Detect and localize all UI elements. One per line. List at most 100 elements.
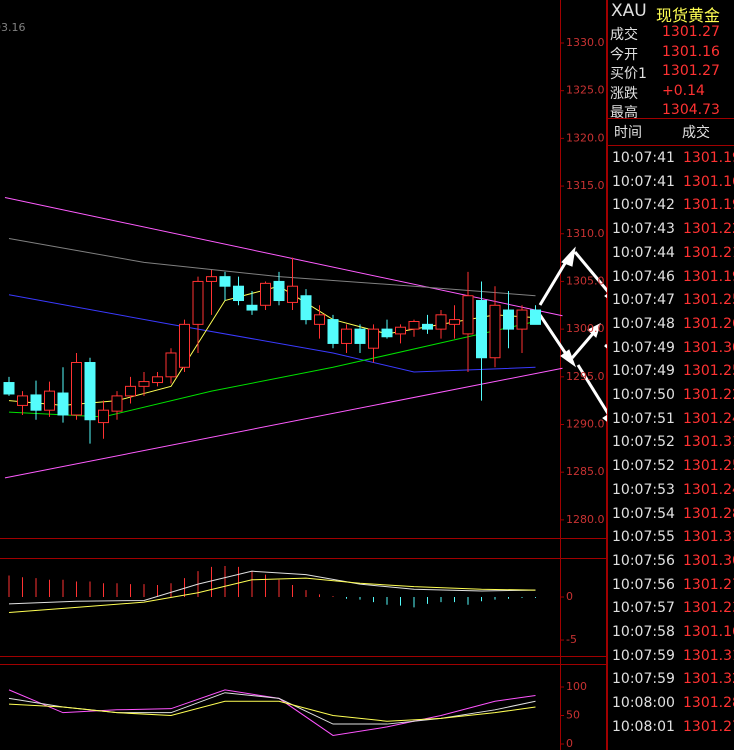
- tick-time: 10:07:50: [612, 387, 675, 403]
- indicator-line: [8, 689, 536, 736]
- candle-body: [30, 394, 42, 411]
- tick-time: 10:07:52: [612, 434, 675, 451]
- quote-label: 成交: [610, 27, 638, 43]
- column-header: 成交: [682, 125, 710, 141]
- candle-body: [246, 304, 258, 311]
- tick-time: 10:07:49: [612, 339, 675, 356]
- column-header: 时间: [614, 125, 642, 141]
- quote-panel: XAU 现货黄金 成交 1301.27 今开 1301.16 买价1 1301.27 涨跌 +0.…: [607, 0, 734, 750]
- y-tick-label: 50: [566, 709, 580, 722]
- candle-body: [273, 280, 285, 302]
- candle-body: [476, 300, 487, 359]
- quote-value: 1304.73: [662, 102, 720, 118]
- tick-time: 10:07:55: [612, 529, 675, 546]
- tick-time: 10:07:42: [612, 197, 675, 214]
- candle-body: [503, 309, 514, 330]
- candle-body: [449, 319, 460, 325]
- tick-time: 10:07:46: [612, 268, 675, 285]
- quote-label: 买价1: [610, 66, 647, 82]
- tick-time: 10:07:44: [612, 244, 675, 261]
- candle-body: [300, 295, 312, 321]
- candle-body: [354, 328, 366, 344]
- y-tick-label: 1315.0: [566, 179, 605, 192]
- tick-time: 10:07:51: [612, 410, 675, 427]
- symbol: XAU: [611, 1, 647, 21]
- candle-body: [462, 295, 474, 335]
- tick-time: 10:07:54: [612, 505, 675, 522]
- candle-body: [422, 323, 433, 330]
- tick-time: 10:07:43: [612, 221, 675, 238]
- candle-body: [125, 385, 136, 397]
- tick-price: 1301.22: [683, 221, 734, 238]
- candle-body: [192, 280, 204, 325]
- y-tick-label: 1320.0: [566, 131, 605, 144]
- candle-body: [219, 276, 231, 287]
- tick-price: 1301.31: [683, 529, 734, 546]
- tick-price: 1301.32: [683, 671, 734, 688]
- candle-body: [152, 376, 163, 384]
- candle-body: [408, 320, 420, 330]
- candle-body: [138, 381, 150, 387]
- indicator-line: [8, 570, 536, 605]
- candle-body: [489, 304, 501, 359]
- tick-time: 10:08:00: [612, 695, 675, 712]
- tick-price: 1301.31: [683, 647, 734, 664]
- y-tick-label: 0: [566, 737, 573, 750]
- quote-value: +0.14: [662, 82, 705, 99]
- tick-time: 10:07:47: [612, 292, 675, 309]
- candle-body: [165, 352, 177, 378]
- tick-price: 1301.21: [683, 244, 734, 261]
- tick-price: 1301.24: [683, 481, 734, 498]
- candle-body: [327, 319, 339, 344]
- tick-price: 1301.30: [683, 339, 734, 356]
- candle-body: [3, 382, 15, 395]
- tick-price: 1301.26: [683, 315, 734, 332]
- indicator-line: [8, 238, 536, 297]
- quote-label: 涨跌: [610, 85, 638, 102]
- tick-time: 10:07:53: [612, 481, 675, 498]
- candle-body: [71, 362, 82, 416]
- tick-time: 10:07:59: [612, 647, 675, 664]
- candle-body: [341, 328, 352, 344]
- y-tick-label: 1330.0: [566, 36, 605, 49]
- indicator-line: [4, 367, 563, 479]
- tick-price: 1301.28: [683, 695, 734, 712]
- tick-price: 1301.28: [683, 505, 734, 522]
- y-tick-label: -5: [566, 633, 577, 646]
- quote-value: 1301.27: [662, 24, 720, 40]
- tick-price: 1301.19: [683, 268, 734, 285]
- quote-label: 最高: [610, 105, 638, 121]
- quote-label: 今开: [610, 46, 638, 63]
- tick-price: 1301.27: [683, 718, 734, 735]
- indicator-line: [8, 700, 536, 722]
- tick-price: 1301.25: [683, 458, 734, 475]
- y-tick-label: 1300.0: [566, 322, 605, 335]
- tick-time: 10:07:48: [612, 315, 675, 332]
- corner-label: 03.16: [0, 21, 26, 34]
- candle-body: [44, 390, 55, 411]
- tick-time: 10:07:41: [612, 173, 675, 190]
- y-tick-label: 1285.0: [566, 465, 605, 478]
- tick-price: 1301.16: [683, 173, 734, 190]
- candle-body: [84, 362, 96, 421]
- tick-time: 10:07:56: [612, 552, 675, 569]
- candle-body: [368, 328, 379, 349]
- quote-value: 1301.16: [662, 43, 720, 60]
- y-tick-label: 1280.0: [566, 513, 605, 526]
- candle-body: [287, 285, 298, 303]
- y-tick-label: 100: [566, 680, 587, 693]
- candle-body: [395, 326, 406, 335]
- candle-body: [435, 314, 447, 330]
- tick-price: 1301.25: [683, 363, 734, 380]
- tick-price: 1301.16: [683, 624, 734, 640]
- tick-price: 1301.19: [683, 197, 734, 214]
- y-tick-label: 1295.0: [566, 370, 605, 383]
- y-tick-label: 1325.0: [566, 84, 605, 97]
- candle-body: [57, 392, 69, 416]
- frame: [0, 0, 607, 750]
- candle-body: [233, 285, 244, 302]
- candle-body: [179, 323, 190, 368]
- tick-time: 10:07:41: [612, 150, 675, 166]
- candle-body: [206, 276, 217, 282]
- tick-time: 10:08:01: [612, 718, 675, 735]
